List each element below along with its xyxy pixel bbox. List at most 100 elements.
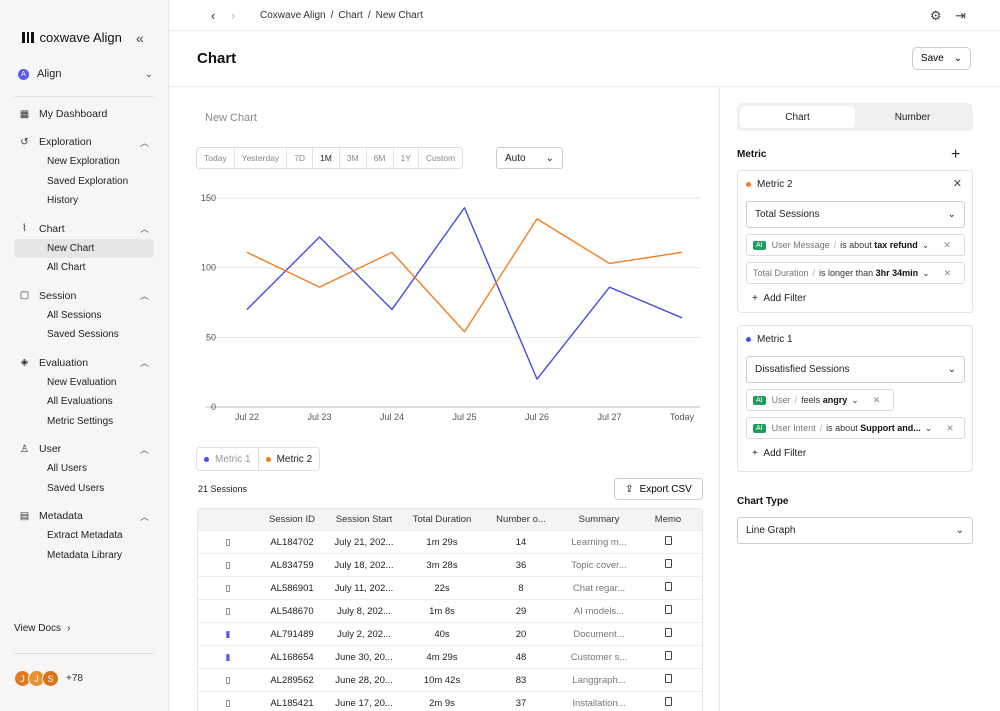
sidebar-item-saved-exploration[interactable]: Saved Exploration bbox=[47, 175, 129, 187]
column-header[interactable]: Summary bbox=[578, 514, 620, 525]
table-row[interactable]: ▯ AL834759 July 18, 202... 3m 28s 36 Topic co… bbox=[198, 554, 702, 577]
tab-number[interactable]: Number bbox=[894, 111, 931, 123]
range-1m[interactable]: 1M bbox=[313, 148, 340, 168]
session-id[interactable]: AL184702 bbox=[270, 536, 314, 548]
session-id[interactable]: AL289562 bbox=[270, 674, 314, 686]
back-icon[interactable]: ‹ bbox=[211, 8, 216, 23]
remove-filter-icon[interactable]: ✕ bbox=[943, 267, 952, 278]
memo-filled-icon[interactable] bbox=[664, 674, 672, 683]
bookmark-icon[interactable]: ▯ bbox=[225, 582, 231, 593]
granularity-select[interactable]: Auto ⌄ bbox=[496, 147, 563, 169]
save-button[interactable]: Save ⌄ bbox=[912, 47, 971, 70]
sidebar-group-session[interactable]: ▢ Session ︿ bbox=[14, 286, 154, 306]
metric-select[interactable]: Dissatisfied Sessions ⌄ bbox=[746, 356, 965, 383]
range-1y[interactable]: 1Y bbox=[394, 148, 419, 168]
remove-filter-icon[interactable]: ✕ bbox=[943, 239, 951, 250]
memo-filled-icon[interactable] bbox=[664, 697, 672, 706]
view-docs-link[interactable]: View Docs › bbox=[14, 623, 70, 634]
table-row[interactable]: ▯ AL185421 June 17, 20... 2m 9s 37 Installati… bbox=[198, 692, 702, 711]
sidebar-item-metadata-library[interactable]: Metadata Library bbox=[47, 549, 123, 561]
table-row[interactable]: ▯ AL548670 July 8, 202... 1m 8s 29 AI models.… bbox=[198, 600, 702, 623]
session-id[interactable]: AL791489 bbox=[270, 628, 314, 640]
settings-icon[interactable]: ⚙ bbox=[929, 8, 942, 23]
bookmark-icon[interactable]: ▯ bbox=[225, 605, 231, 616]
close-icon[interactable]: ✕ bbox=[952, 178, 962, 190]
range-6m[interactable]: 6M bbox=[367, 148, 394, 168]
memo-icon[interactable] bbox=[664, 651, 672, 660]
sidebar-item-saved-sessions[interactable]: Saved Sessions bbox=[47, 329, 119, 341]
bookmark-icon[interactable]: ▯ bbox=[225, 697, 231, 708]
sidebar-item-saved-users[interactable]: Saved Users bbox=[47, 482, 105, 494]
legend-metric-1[interactable]: Metric 1 bbox=[197, 448, 258, 470]
sidebar-group-metadata[interactable]: ▤ Metadata ︿ bbox=[14, 506, 154, 526]
sidebar-item-metric-settings[interactable]: Metric Settings bbox=[47, 415, 114, 427]
column-header[interactable]: Session Start bbox=[335, 514, 393, 525]
collapse-sidebar-icon[interactable]: « bbox=[136, 30, 144, 46]
column-header[interactable]: Memo bbox=[654, 514, 682, 525]
tab-chart[interactable]: Chart bbox=[740, 106, 855, 128]
table-row[interactable]: ▯ AL289562 June 28, 20... 10m 42s 83 Langgrap… bbox=[198, 669, 702, 692]
session-id[interactable]: AL185421 bbox=[270, 697, 314, 709]
sidebar-item-new-exploration[interactable]: New Exploration bbox=[47, 156, 120, 168]
column-header[interactable]: Number o... bbox=[496, 514, 546, 525]
filter-chip[interactable]: AI User / feels angry ⌄ ✕ bbox=[746, 389, 894, 411]
add-filter-button[interactable]: + Add Filter bbox=[752, 293, 807, 304]
range-custom[interactable]: Custom bbox=[425, 153, 456, 163]
brand-logo[interactable]: coxwave Align bbox=[22, 30, 122, 45]
export-csv-button[interactable]: ⇪ Export CSV bbox=[614, 478, 703, 500]
sidebar-item-history[interactable]: History bbox=[47, 195, 79, 207]
table-row[interactable]: ▮ AL168654 June 30, 20... 4m 29s 48 Customer … bbox=[198, 646, 702, 669]
filter-chip[interactable]: AI User Intent / is about Support and... … bbox=[746, 417, 965, 439]
bookmark-icon[interactable]: ▯ bbox=[225, 559, 231, 570]
session-id[interactable]: AL548670 bbox=[270, 605, 314, 617]
bookmark-icon[interactable]: ▮ bbox=[225, 628, 231, 639]
table-row[interactable]: ▮ AL791489 July 2, 202... 40s 20 Document... bbox=[198, 623, 702, 646]
session-id[interactable]: AL168654 bbox=[270, 651, 314, 663]
add-metric-icon[interactable]: + bbox=[951, 146, 961, 163]
range-today[interactable]: Today bbox=[197, 148, 235, 168]
chart-name-input[interactable]: New Chart bbox=[205, 112, 257, 124]
sidebar-item-all-users[interactable]: All Users bbox=[47, 463, 88, 475]
table-row[interactable]: ▯ AL586901 July 11, 202... 22s 8 Chat regar..… bbox=[198, 577, 702, 600]
memo-icon[interactable] bbox=[664, 536, 672, 545]
table-row[interactable]: ▯ AL184702 July 21, 202... 1m 29s 14 Learning… bbox=[198, 531, 702, 554]
user-avatars[interactable]: J J S +78 bbox=[14, 670, 83, 687]
range-7d[interactable]: 7D bbox=[287, 148, 314, 168]
sidebar-group-user[interactable]: ♙ User ︿ bbox=[14, 439, 154, 459]
sidebar-item-all-evaluations[interactable]: All Evaluations bbox=[47, 396, 113, 408]
memo-filled-icon[interactable] bbox=[664, 559, 672, 568]
workspace-selector[interactable]: A Align ⌄ bbox=[18, 68, 153, 80]
sidebar-item-dashboard[interactable]: ▦ My Dashboard bbox=[14, 104, 154, 124]
sidebar-group-chart[interactable]: ⌇ Chart ︿ bbox=[14, 219, 154, 239]
filter-chip[interactable]: Total Duration / is longer than 3hr 34min… bbox=[746, 262, 965, 284]
sidebar-item-all-sessions[interactable]: All Sessions bbox=[47, 309, 102, 321]
sidebar-group-exploration[interactable]: ↺ Exploration ︿ bbox=[14, 132, 154, 152]
legend-metric-2[interactable]: Metric 2 bbox=[257, 448, 320, 470]
logout-icon[interactable]: ⇥ bbox=[955, 8, 966, 23]
column-header[interactable]: Total Duration bbox=[412, 514, 472, 525]
add-filter-button[interactable]: + Add Filter bbox=[752, 448, 807, 459]
memo-filled-icon[interactable] bbox=[664, 582, 672, 591]
breadcrumb-item[interactable]: Coxwave Align bbox=[260, 10, 326, 21]
sidebar-group-evaluation[interactable]: ◈ Evaluation ︿ bbox=[14, 353, 154, 373]
sidebar-item-new-evaluation[interactable]: New Evaluation bbox=[47, 376, 117, 388]
session-id[interactable]: AL586901 bbox=[270, 582, 314, 594]
breadcrumb-item[interactable]: Chart bbox=[338, 10, 363, 21]
filter-chip[interactable]: AI User Message / is about tax refund ⌄ ✕ bbox=[746, 234, 965, 256]
sidebar-item-all-chart[interactable]: All Chart bbox=[47, 262, 86, 274]
session-id[interactable]: AL834759 bbox=[270, 559, 314, 571]
forward-icon[interactable]: › bbox=[230, 8, 236, 23]
column-header[interactable]: Session ID bbox=[269, 514, 315, 525]
memo-icon[interactable] bbox=[664, 605, 672, 614]
bookmark-icon[interactable]: ▯ bbox=[225, 674, 231, 685]
metric-select[interactable]: Total Sessions ⌄ bbox=[746, 201, 965, 228]
sidebar-item-new-chart[interactable]: New Chart bbox=[14, 238, 154, 258]
chart-type-select[interactable]: Line Graph ⌄ bbox=[737, 517, 973, 544]
range-3m[interactable]: 3M bbox=[340, 148, 367, 168]
bookmark-icon[interactable]: ▯ bbox=[225, 536, 231, 547]
range-yesterday[interactable]: Yesterday bbox=[235, 148, 288, 168]
remove-filter-icon[interactable]: ✕ bbox=[946, 422, 954, 433]
memo-icon[interactable] bbox=[664, 628, 672, 637]
sidebar-item-extract-metadata[interactable]: Extract Metadata bbox=[47, 530, 123, 542]
remove-filter-icon[interactable]: ✕ bbox=[872, 394, 881, 405]
